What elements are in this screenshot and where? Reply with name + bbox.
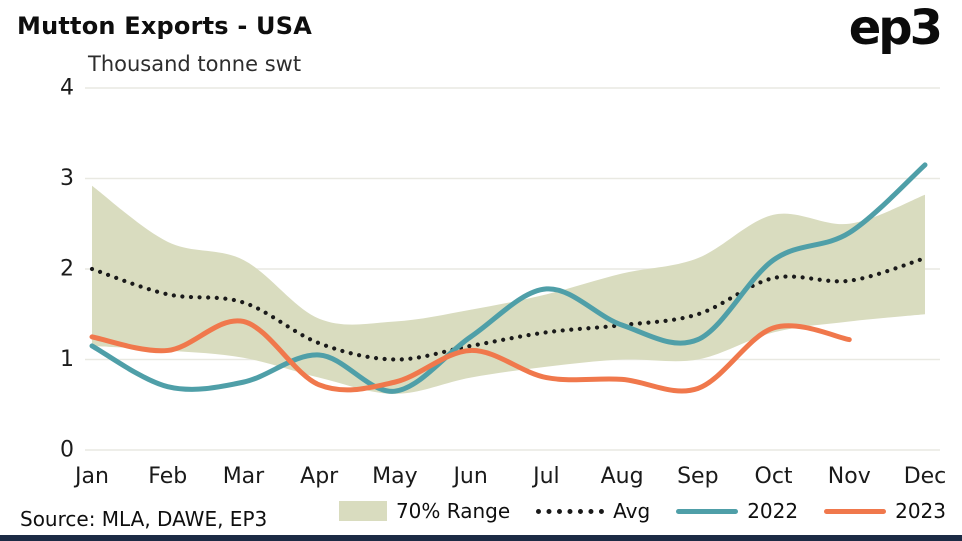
- x-tick-label: May: [372, 464, 417, 489]
- avg-swatch: [536, 508, 605, 514]
- y-tick-label: 1: [60, 347, 74, 372]
- legend-item-avg: Avg: [536, 499, 650, 523]
- units-label: Thousand tonne swt: [88, 52, 302, 76]
- legend-item-2022: 2022: [676, 499, 798, 523]
- x-tick-label: Jun: [451, 464, 487, 489]
- range-band-area: [92, 185, 925, 394]
- legend-label-range: 70% Range: [395, 499, 511, 523]
- line-2022: [89, 162, 928, 394]
- x-tick-label: Aug: [601, 464, 644, 489]
- x-tick-label: Feb: [148, 464, 187, 489]
- legend: 70% Range Avg 2022 2023: [325, 499, 946, 523]
- avg-dotted-line: [89, 256, 928, 362]
- legend-item-range: 70% Range: [338, 499, 511, 523]
- legend-label-avg: Avg: [613, 499, 651, 523]
- ep3-logo: ep3: [848, 0, 943, 56]
- y-tick-label: 3: [60, 166, 74, 191]
- line-2022-swatch: [676, 508, 739, 514]
- x-tick-label: Sep: [677, 464, 718, 489]
- line-2023-swatch: [824, 508, 887, 514]
- page-title: Mutton Exports - USA: [17, 12, 312, 40]
- y-tick-label: 2: [60, 257, 74, 282]
- line-2023: [89, 318, 852, 394]
- x-tick-label: Mar: [223, 464, 265, 489]
- legend-label-2022: 2022: [747, 499, 799, 523]
- x-tick-label: Nov: [828, 464, 871, 489]
- range-swatch: [338, 501, 387, 521]
- x-tick-label: Dec: [904, 464, 947, 489]
- source-note: Source: MLA, DAWE, EP3: [20, 507, 268, 531]
- footer-bar: [0, 535, 962, 541]
- y-tick-label: 4: [60, 76, 74, 101]
- x-tick-label: Oct: [755, 464, 793, 489]
- y-tick-label: 0: [60, 438, 74, 463]
- x-tick-label: Apr: [300, 464, 339, 489]
- legend-item-2023: 2023: [824, 499, 946, 523]
- legend-label-2023: 2023: [895, 499, 946, 523]
- x-tick-label: Jul: [531, 464, 560, 489]
- x-tick-label: Jan: [73, 464, 109, 489]
